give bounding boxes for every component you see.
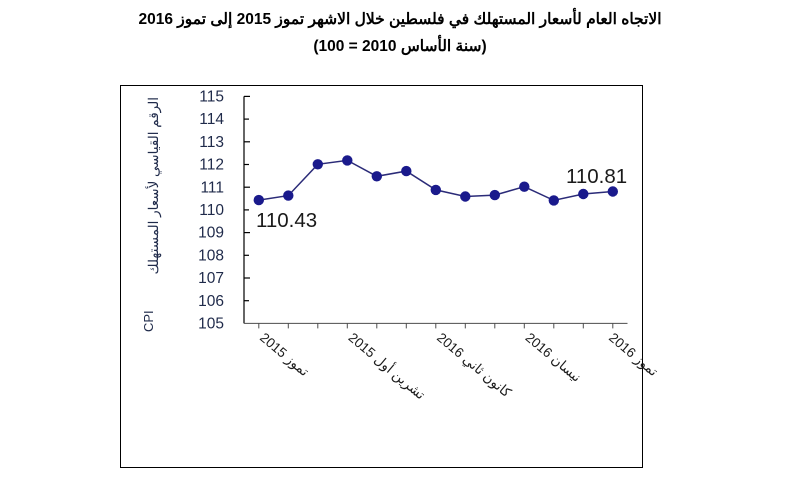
- svg-text:111: 111: [200, 179, 224, 196]
- svg-text:كانون ثاني 2016: كانون ثاني 2016: [433, 330, 514, 402]
- svg-text:109: 109: [198, 225, 224, 242]
- svg-text:110.43: 110.43: [256, 209, 317, 232]
- svg-text:الرقم القياسي لأسعار المستهلك: الرقم القياسي لأسعار المستهلك: [144, 97, 162, 274]
- svg-text:110.81: 110.81: [566, 165, 627, 188]
- svg-text:CPI: CPI: [141, 310, 156, 332]
- svg-text:106: 106: [198, 293, 224, 310]
- svg-text:107: 107: [198, 270, 224, 287]
- svg-text:تموز 2015: تموز 2015: [256, 330, 312, 380]
- svg-text:115: 115: [199, 89, 224, 106]
- svg-text:نيسان 2016: نيسان 2016: [523, 330, 585, 385]
- svg-text:113: 113: [199, 134, 224, 151]
- svg-text:112: 112: [199, 157, 224, 174]
- svg-text:114: 114: [199, 111, 224, 128]
- svg-text:تشرين أول 2015: تشرين أول 2015: [345, 328, 430, 404]
- svg-text:تموز 2016: تموز 2016: [605, 330, 661, 380]
- svg-text:108: 108: [198, 247, 224, 264]
- svg-text:105: 105: [198, 316, 224, 333]
- svg-text:110: 110: [199, 202, 224, 219]
